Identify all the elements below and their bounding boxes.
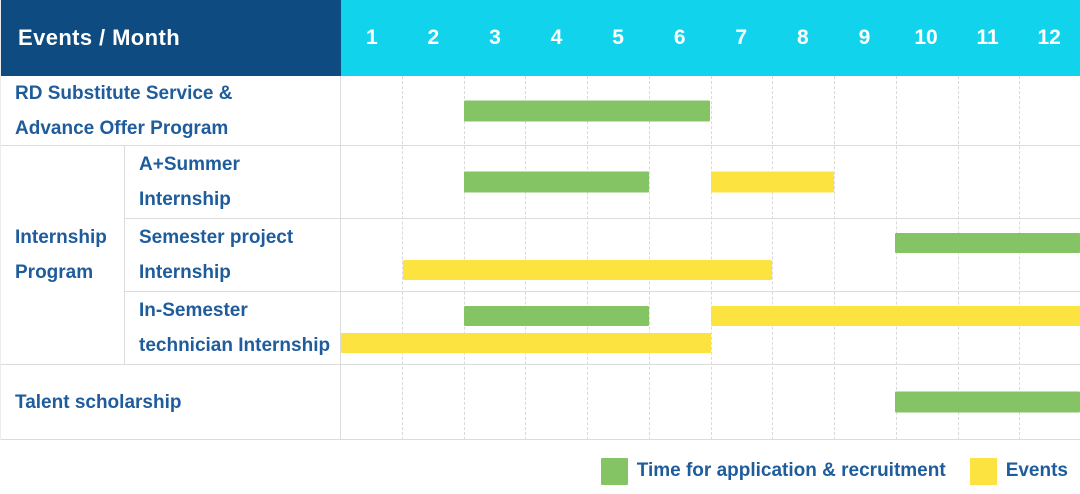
- row-label-line: Talent scholarship: [15, 391, 182, 413]
- gantt-bar-green: [895, 391, 1080, 413]
- legend-label: Events: [1005, 460, 1068, 481]
- legend-item-events: Events: [969, 457, 1068, 485]
- legend-item-application-recruitment: Time for application & recruitment: [600, 457, 946, 485]
- gantt-table: Events / Month 1 2 3 4 5 6 7 8 9 10 11 12 RD Substi…: [0, 0, 1080, 440]
- month-header-cell: 3: [489, 26, 501, 49]
- month-header-cell: 7: [735, 26, 748, 49]
- table-row-in-semester-technician-internship: In-Semester technician Internship: [125, 291, 1080, 364]
- header-row: Events / Month 1 2 3 4 5 6 7 8 9 10 11 12: [1, 0, 1080, 76]
- row-label: A+Summer Internship: [125, 146, 341, 218]
- group-internship-program: Internship Program A+Summer Internship S…: [1, 146, 1080, 365]
- gantt-cell-a-plus-summer-internship: [341, 146, 1080, 218]
- events-month-header: Events / Month: [1, 0, 341, 76]
- gantt-bar-yellow: [402, 260, 773, 280]
- row-label-line: Advance Offer Program: [15, 117, 229, 139]
- month-header-cell: 1: [365, 26, 378, 49]
- gantt-cell-talent-scholarship: [341, 365, 1080, 439]
- row-label-line: RD Substitute Service &: [15, 82, 233, 104]
- row-label-line: Internship: [139, 262, 231, 283]
- month-header-cell: 10: [914, 26, 938, 49]
- gantt-cell-in-semester-technician-internship: [341, 292, 1080, 364]
- gantt-cell-semester-project-internship: [341, 219, 1080, 291]
- gantt-bar-yellow: [710, 306, 1080, 326]
- legend: Time for application & recruitment Event…: [0, 440, 1080, 494]
- row-label-line: A+Summer: [139, 154, 240, 175]
- group-label-line: Program: [15, 262, 94, 283]
- month-header-cell: 4: [550, 26, 563, 49]
- gantt-bar-green: [464, 100, 711, 121]
- legend-swatch-green-icon: [600, 457, 628, 485]
- month-header-cell: 2: [427, 26, 440, 49]
- row-label-line: technician Internship: [139, 335, 331, 356]
- table-row-a-plus-summer-internship: A+Summer Internship: [125, 146, 1080, 218]
- month-header-cell: 11: [976, 26, 999, 49]
- table-row-semester-project-internship: Semester project Internship: [125, 218, 1080, 291]
- row-label-line: Internship: [139, 189, 231, 210]
- gantt-bar-green: [464, 306, 649, 326]
- gantt-bar-green: [895, 233, 1080, 253]
- month-header-cell: 6: [673, 26, 686, 49]
- group-label: Internship Program: [1, 146, 125, 364]
- row-label: Talent scholarship: [1, 365, 341, 439]
- gantt-cell-rd-substitute-service: [341, 76, 1080, 145]
- month-header-strip: 1 2 3 4 5 6 7 8 9 10 11 12: [341, 0, 1080, 76]
- legend-label: Time for application & recruitment: [636, 460, 946, 481]
- group-label-line: Internship: [15, 227, 107, 248]
- row-label: RD Substitute Service & Advance Offer Pr…: [1, 76, 341, 145]
- table-row-talent-scholarship: Talent scholarship: [1, 365, 1080, 440]
- table-body: RD Substitute Service & Advance Offer Pr…: [1, 76, 1080, 440]
- table-row-rd-substitute-service: RD Substitute Service & Advance Offer Pr…: [1, 76, 1080, 146]
- row-label-line: In-Semester: [139, 300, 248, 321]
- row-label-line: Semester project: [139, 227, 294, 248]
- gantt-bar-yellow: [341, 333, 711, 353]
- month-header-cell: 5: [612, 26, 624, 49]
- month-header-cell: 12: [1037, 26, 1061, 49]
- gantt-bar-yellow: [710, 171, 834, 193]
- gantt-bar-green: [464, 171, 649, 193]
- month-header-cell: 8: [796, 26, 809, 49]
- row-label: In-Semester technician Internship: [125, 292, 341, 364]
- group-rows: A+Summer Internship Semester project Int…: [125, 146, 1080, 364]
- month-header-cell: 9: [858, 26, 871, 49]
- row-label: Semester project Internship: [125, 219, 341, 291]
- legend-swatch-yellow-icon: [969, 457, 997, 485]
